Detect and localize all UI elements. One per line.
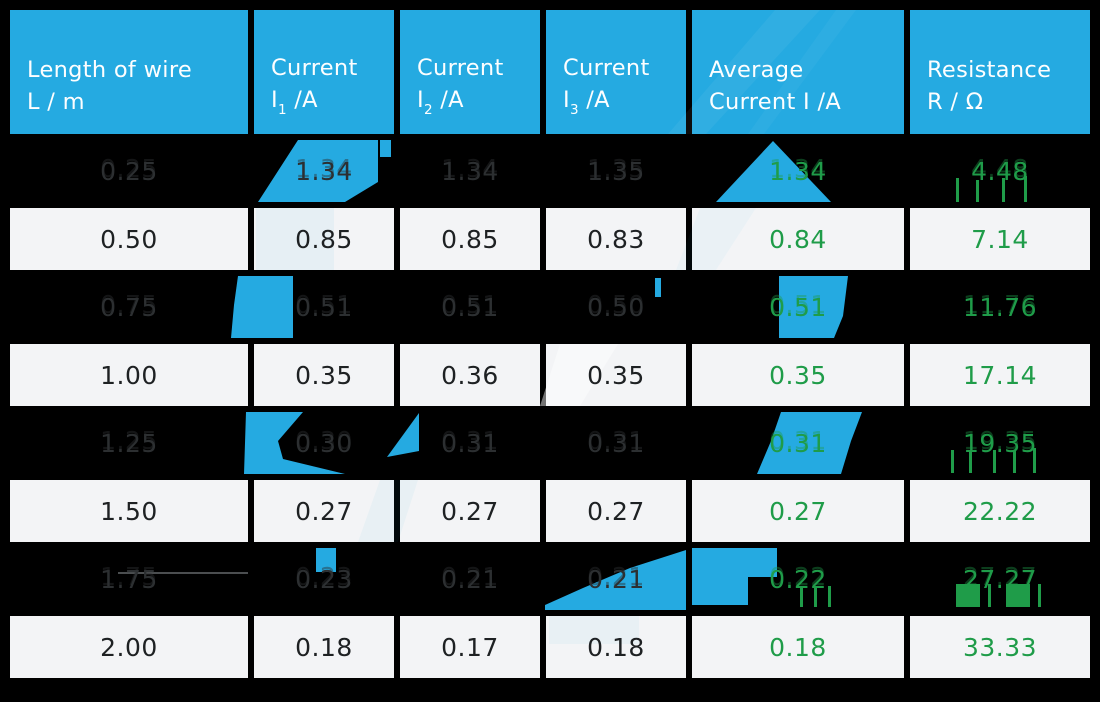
column-header-current-3: Current I3 /A <box>546 10 686 134</box>
table-cell: 0.85 <box>254 208 394 270</box>
header-label: Length of wire <box>27 57 193 84</box>
header-label: L / m <box>27 89 85 116</box>
header-label: Resistance <box>927 57 1052 84</box>
table-cell: 2.00 <box>10 616 248 678</box>
table-cell: 0.17 <box>400 616 540 678</box>
table-cell: 0.36 <box>400 344 540 406</box>
table-cell: 7.14 <box>910 208 1090 270</box>
header-label: Average <box>709 57 804 84</box>
header-label: Current <box>417 55 504 82</box>
table-cell: 0.27 <box>692 480 904 542</box>
header-label: R / Ω <box>927 89 984 116</box>
table-cell: 0.50 <box>10 208 248 270</box>
table-cell: 0.31 <box>546 412 686 474</box>
table-cell: 0.35 <box>546 344 686 406</box>
table-cell: 0.21 <box>546 548 686 610</box>
table-cell: 0.18 <box>546 616 686 678</box>
table-cell: 0.27 <box>546 480 686 542</box>
table-cell: 0.18 <box>692 616 904 678</box>
table-cell: 0.51 <box>400 276 540 338</box>
header-label: Current <box>271 55 358 82</box>
table-cell: 1.25 <box>10 412 248 474</box>
header-label: I1 /A <box>271 87 318 119</box>
table-cell: 1.34 <box>692 140 904 202</box>
table-cell: 1.75 <box>10 548 248 610</box>
table-cell: 0.30 <box>254 412 394 474</box>
column-header-current-1: Current I1 /A <box>254 10 394 134</box>
table-cell: 33.33 <box>910 616 1090 678</box>
table-cell: 0.27 <box>400 480 540 542</box>
table-cell: 0.83 <box>546 208 686 270</box>
table-cell: 19.35 <box>910 412 1090 474</box>
table-cell: 1.50 <box>10 480 248 542</box>
table-cell: 0.23 <box>254 548 394 610</box>
table-cell: 0.50 <box>546 276 686 338</box>
column-header-current-2: Current I2 /A <box>400 10 540 134</box>
table-cell: 0.35 <box>692 344 904 406</box>
table-cell: 0.51 <box>254 276 394 338</box>
column-header-resistance: Resistance R / Ω <box>910 10 1090 134</box>
table-cell: 17.14 <box>910 344 1090 406</box>
table-cell: 0.31 <box>692 412 904 474</box>
table-cell: 4.48 <box>910 140 1090 202</box>
table-cell: 22.22 <box>910 480 1090 542</box>
column-header-average-current: Average Current I /A <box>692 10 904 134</box>
table-cell: 0.75 <box>10 276 248 338</box>
table-cell: 27.27 <box>910 548 1090 610</box>
table-cell: 0.84 <box>692 208 904 270</box>
table-cell: 0.22 <box>692 548 904 610</box>
table-cell: 0.35 <box>254 344 394 406</box>
header-label: I2 /A <box>417 87 464 119</box>
table-cell: 0.18 <box>254 616 394 678</box>
column-header-length: Length of wire L / m <box>10 10 248 134</box>
table-cell: 1.00 <box>10 344 248 406</box>
header-label: Current I /A <box>709 89 842 116</box>
table-cell: 0.27 <box>254 480 394 542</box>
table-cell: 11.76 <box>910 276 1090 338</box>
table-cell: 0.25 <box>10 140 248 202</box>
table-cell: 1.35 <box>546 140 686 202</box>
table-cell: 0.51 <box>692 276 904 338</box>
results-table: Length of wire L / m Current I1 /A Curre… <box>10 10 1090 678</box>
header-label: I3 /A <box>563 87 610 119</box>
header-label: Current <box>563 55 650 82</box>
table-cell: 1.34 <box>400 140 540 202</box>
table-cell: 0.85 <box>400 208 540 270</box>
table-cell: 0.21 <box>400 548 540 610</box>
table-cell: 1.34 <box>254 140 394 202</box>
table-cell: 0.31 <box>400 412 540 474</box>
